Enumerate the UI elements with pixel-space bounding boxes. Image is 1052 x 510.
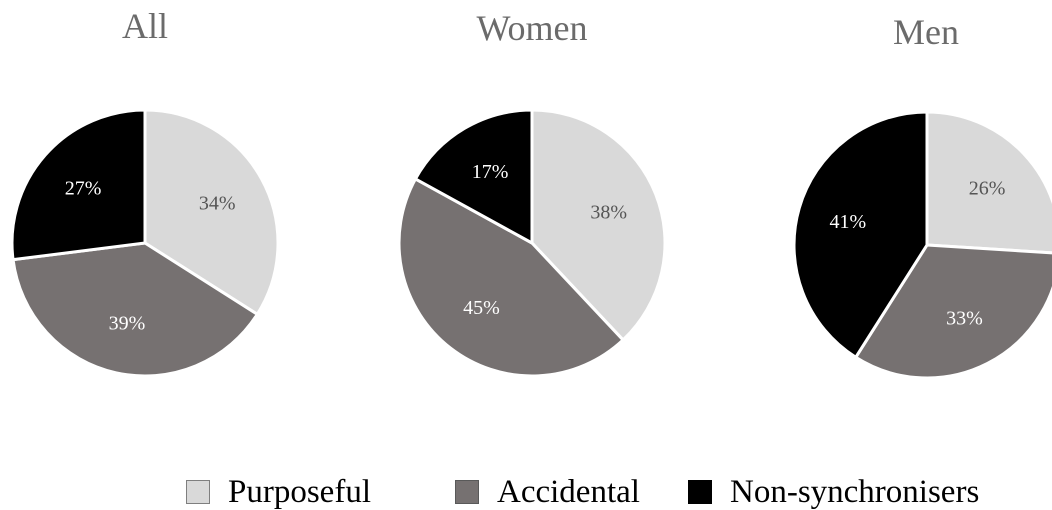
pie-label-all-nonsync: 27% [65, 177, 102, 199]
legend-swatch-accidental [455, 480, 479, 504]
legend-item-accidental: Accidental [455, 473, 640, 510]
pie-slice-men-purposeful [925, 110, 1052, 255]
pie-title-men: Men [893, 12, 959, 52]
legend: Purposeful Accidental Non-synchronisers [0, 473, 1052, 510]
pie-label-men-nonsync: 41% [829, 211, 866, 233]
legend-swatch-purposeful [186, 480, 210, 504]
pie-slice-women-purposeful [530, 108, 667, 342]
pie-label-women-purposeful: 38% [590, 202, 627, 224]
pie-slice-men-nonsync [792, 110, 929, 359]
pie-slice-women-nonsync [413, 108, 534, 245]
pie-title-all: All [121, 6, 169, 46]
pie-charts: 34% 39% 27% 38% 45% 17% 26% 33% 41% [10, 108, 1052, 380]
pie-label-women-accidental: 45% [463, 297, 500, 319]
pie-slice-men-accidental [854, 243, 1052, 380]
legend-label-accidental: Accidental [497, 473, 640, 510]
pie-slice-women-accidental [397, 177, 625, 378]
pie-label-all-accidental: 39% [109, 312, 146, 334]
legend-swatch-nonsync [688, 480, 712, 504]
pie-label-all-purposeful: 34% [199, 192, 236, 214]
pie-title-women: Women [476, 8, 588, 48]
pie-label-women-nonsync: 17% [472, 161, 509, 183]
legend-item-nonsync: Non-synchronisers [688, 473, 980, 510]
pie-label-men-purposeful: 26% [969, 178, 1006, 200]
legend-item-purposeful: Purposeful [186, 473, 371, 510]
pie-slice-all-nonsync [10, 108, 147, 262]
pie-men: 26% 33% 41% [792, 110, 1052, 380]
legend-label-purposeful: Purposeful [228, 473, 371, 510]
pie-all: 34% 39% 27% [10, 108, 280, 378]
pie-label-men-accidental: 33% [946, 307, 983, 329]
legend-label-nonsync: Non-synchronisers [730, 473, 980, 510]
pie-slice-all-accidental [11, 241, 259, 378]
pie-women: 38% 45% 17% [397, 108, 667, 378]
